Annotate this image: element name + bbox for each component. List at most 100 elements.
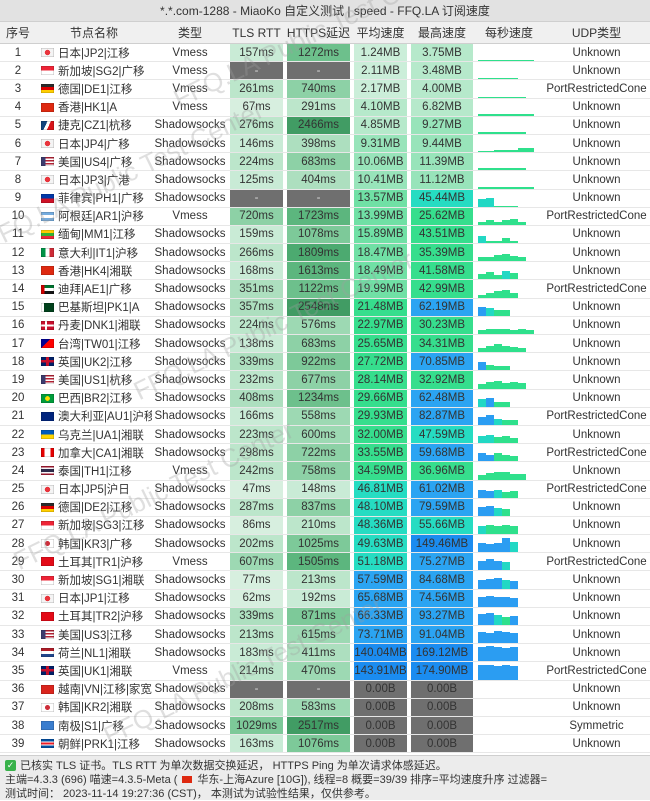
nl-flag-icon [41,648,54,658]
node-name: 韩国|KR3|广移 [58,538,133,551]
udp-type: PortRestrictedCone [546,210,647,223]
node-name-cell: 朝鲜|PRK1|江移 [36,735,152,752]
speed-bar [494,526,502,535]
udp-type: Unknown [572,737,621,750]
https-latency-cell: 677ms [287,371,350,389]
node-name: 南极|S1|广移 [58,720,125,733]
https-latency-cell: 1234ms [287,389,350,407]
table-row: 20 巴西|BR2|江移 Shadowsocks 408ms 1234ms 29.66MB… [0,389,650,408]
max-speed-cell: 61.02MB [411,480,473,498]
de-flag-icon [41,84,54,94]
kr-flag-icon [41,702,54,712]
node-name-cell: 日本|JP3|广港 [36,171,152,188]
max-speed-cell: 11.39MB [411,153,473,171]
speed-bar [494,631,502,644]
row-index: 25 [11,483,25,496]
node-name-cell: 意大利|IT1|沪移 [36,244,152,261]
per-second-speed-bars [475,244,543,262]
https-latency-cell: 210ms [287,516,350,535]
protocol-type: Shadowsocks [154,628,226,641]
protocol-type: Shadowsocks [154,683,226,696]
speed-bar [502,309,510,316]
https-latency-cell: 837ms [287,498,350,516]
it-flag-icon [41,248,54,258]
protocol-type: Shadowsocks [154,592,226,605]
avg-speed-cell: 13.57MB [354,189,407,207]
row-index: 5 [14,119,22,132]
speed-bar [510,647,518,662]
node-name: 日本|JP1|江移 [58,593,130,606]
speed-bar [486,544,494,553]
speed-bar [502,382,510,389]
avg-speed-cell: 0.00B [354,735,407,753]
speed-bar [486,96,494,98]
column-header-0: 序号 [5,26,30,40]
speed-bar [486,646,494,662]
node-name: 荷兰|NL1|湘联 [58,647,132,660]
max-speed-cell: 47.59MB [411,425,473,444]
table-row: 13 香港|HK4|湘联 Shadowsocks 168ms 1613ms 18.49MB… [0,262,650,281]
protocol-type: Shadowsocks [154,246,226,259]
page-title: *.*.com-1288 - MiaoKo 自定义测试 | speed - FF… [160,4,490,18]
speed-bar [510,186,518,189]
us-flag-icon [41,630,54,640]
speed-bar [478,348,486,353]
footer-tls-note: 已核实 TLS 证书。TLS RTT 为单次数据交换延迟， HTTPS Ping… [20,760,447,772]
node-name: 新加坡|SG2|广移 [58,65,145,78]
protocol-type: Vmess [172,64,208,77]
jp-flag-icon [41,139,54,149]
speed-bar [486,613,494,625]
speed-bar [478,330,486,334]
de-flag-icon [41,502,54,512]
node-name: 美国|US4|广移 [58,156,133,169]
max-speed-cell: 0.00B [411,735,473,753]
speed-bar [502,366,510,371]
speed-bar [486,397,494,407]
per-second-speed-bars [475,171,543,189]
https-latency-cell: 583ms [287,698,350,716]
tls-rtt-cell: 163ms [230,735,283,753]
tls-rtt-cell: 298ms [230,444,283,462]
speed-bar [502,186,510,189]
udp-type: Unknown [572,428,621,441]
https-latency-cell: 213ms [287,571,350,589]
speed-bar [478,543,486,553]
udp-type: Unknown [572,392,621,405]
node-name-cell: 香港|HK1|A [36,99,152,116]
speed-bar [502,471,510,480]
per-second-speed-bars [475,481,543,498]
footer-version-info-b: 华东-上海Azure [10G]), 线程=8 概要=39/39 排序=平均速度… [197,774,548,786]
speed-bar [486,219,494,225]
speed-bar [478,647,486,662]
per-second-speed-bars [475,608,543,625]
tls-rtt-cell: 224ms [230,153,283,171]
speed-bar [478,306,486,316]
max-speed-cell: 30.23MB [411,316,473,334]
table-row: 36 越南|VN|江移|家宽 Shadowsocks - -0.00B 0.00B Unkn… [0,680,650,699]
speed-bar [486,168,494,171]
node-name: 缅甸|MM1|江移 [58,229,136,242]
tls-rtt-cell: 146ms [230,134,283,153]
max-speed-cell: 35.39MB [411,244,473,262]
node-name-cell: 迪拜|AE1|广移 [36,280,152,297]
per-second-speed-bars [475,226,543,244]
speed-bar [518,257,526,262]
speed-bar [486,559,494,571]
speed-bar [494,113,502,116]
per-second-speed-bars [475,153,543,171]
table-row: 12 意大利|IT1|沪移 Shadowsocks 266ms 1809ms 18.47M… [0,244,650,263]
column-header-4: HTTPS延迟 [286,26,351,40]
table-row: 19 美国|US1|杭移 Shadowsocks 232ms 677ms 28.14MB 3… [0,371,650,390]
https-latency-cell: 148ms [287,480,350,498]
row-index: 23 [11,446,25,459]
speed-bar [494,290,502,298]
tls-rtt-cell: 159ms [230,225,283,244]
node-name: 日本|JP3|广港 [58,174,130,187]
https-latency-cell: 470ms [287,662,350,680]
node-name-cell: 美国|US3|江移 [36,626,152,643]
row-index: 14 [11,283,25,296]
node-name-cell: 台湾|TW01|江移 [36,335,152,352]
udp-type: Unknown [572,610,621,623]
protocol-type: Shadowsocks [154,192,226,205]
row-index: 27 [11,519,25,532]
